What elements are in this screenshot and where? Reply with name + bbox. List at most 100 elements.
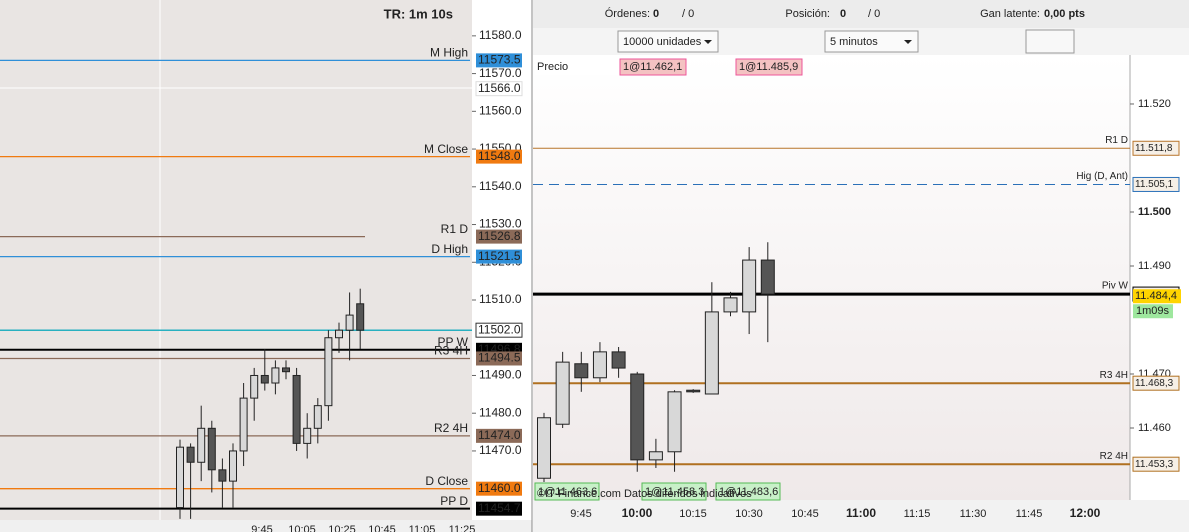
level-value: 11494.5 [478,351,521,365]
order-text: 1@11.458,3 [645,486,704,498]
level-box [1132,375,1180,391]
x-tick-label: 11:05 [409,524,436,532]
order-text: 1@11.462,1 [623,61,682,73]
x-tick-label: 10:05 [288,524,316,532]
x-tick-label: 10:30 [735,508,763,520]
level-name: R3 4H [434,344,468,358]
price-label: Precio [537,61,568,73]
timeframe[interactable]: 5 minutos [830,36,878,48]
level-value: 11.511,8 [1135,143,1173,154]
level-box [1132,140,1180,156]
chart-type-button[interactable] [1025,29,1075,54]
level-name: Piv W [1102,281,1129,292]
y-tick-label: 11570.0 [479,66,522,80]
candle-body [704,311,719,395]
level-box [476,428,522,443]
position-label: Posición: [785,8,830,20]
candle-body [686,389,701,393]
timer: 1m09s [1136,305,1170,317]
x-tick-label: 11:00 [846,506,876,520]
current-price: 11.484,4 [1135,290,1177,302]
level-name: R2 4H [1100,451,1128,462]
order-text: 1@11.485,9 [739,61,798,73]
level-name: R1 D [441,222,469,236]
candle-body [742,259,757,313]
candle-body [176,446,184,509]
level-name: PP W [438,335,469,349]
x-tick-label: 10:15 [679,508,707,520]
level-box [476,149,522,164]
level-value: 11521.5 [478,249,521,263]
y-tick-label: 11.460 [1138,422,1171,434]
x-tick-label: 10:25 [328,524,356,532]
right-axis [1130,55,1189,500]
x-tick-label: 11:45 [1016,508,1043,520]
candle-body [611,351,626,369]
timer-box [1133,304,1173,319]
candle-body [630,373,645,461]
candle-body [667,391,682,453]
x-tick-label: 9:45 [570,508,591,520]
candle-body [313,405,322,429]
candle-body [250,374,259,399]
candle-body [345,314,354,331]
left-plot [0,0,472,520]
candle-body [239,397,248,452]
x-tick-label: 11:15 [904,508,931,520]
candle-body [207,427,216,471]
order-tag [641,482,707,501]
order-text: 1@11.463,6 [538,486,597,498]
level-box [476,53,522,68]
order-text: 1@11.483,6 [719,486,778,498]
level-box [476,481,522,496]
level-value: 11.468,3 [1135,378,1174,389]
toolbar [533,0,1189,28]
left-xaxis [0,520,532,532]
candle-body [324,337,333,407]
level-name: Hig (D, Ant) [1076,171,1128,182]
level-name: PP D [440,494,468,508]
orders-total: / 0 [682,8,694,20]
candle-body [282,367,290,373]
candle-body [260,374,269,384]
candle-body [292,374,301,444]
right-plot [533,55,1130,500]
dropdown-arrow [704,40,712,44]
level-box [476,249,522,264]
y-tick-label: 11480.0 [479,405,522,419]
timeframe-select[interactable] [824,30,919,53]
level-value: 11460.0 [478,481,521,495]
price-value: 11502.0 [478,322,521,336]
level-value: 11548.0 [478,149,521,163]
candle-body [229,450,237,482]
price-box [475,322,523,338]
dropdown-arrow [904,40,912,44]
y-tick-label: 11490.0 [479,368,522,382]
level-box [1132,456,1180,472]
level-value: 11.505,1 [1135,179,1174,190]
right-xaxis [533,500,1189,532]
position-total: / 0 [868,8,880,20]
level-name: D Close [425,474,468,488]
candle-body [335,329,343,339]
pnl: 0,00 pts [1044,8,1085,20]
quantity-select[interactable] [617,30,719,53]
quantity[interactable]: 10000 unidades [623,36,702,48]
x-tick-label: 10:45 [368,524,396,532]
y-tick-label: 11540.0 [479,179,522,193]
candle-body [592,351,607,379]
x-tick-label: 12:00 [1070,506,1101,520]
level-name: R1 D [1105,135,1128,146]
candle-body [723,297,738,313]
y-tick-label: 11.500 [1138,206,1171,218]
y-tick-label: 11470.0 [479,443,522,457]
price-header [535,58,619,75]
left-title: TR: 1m 10s [384,6,453,21]
current-price-box [1133,289,1181,304]
level-box [476,229,522,244]
y-tick-label: 11530.0 [479,217,522,231]
pnl-label: Gan latente: [980,8,1040,20]
x-tick-label: 9:45 [251,524,272,532]
candle-body [218,469,227,482]
